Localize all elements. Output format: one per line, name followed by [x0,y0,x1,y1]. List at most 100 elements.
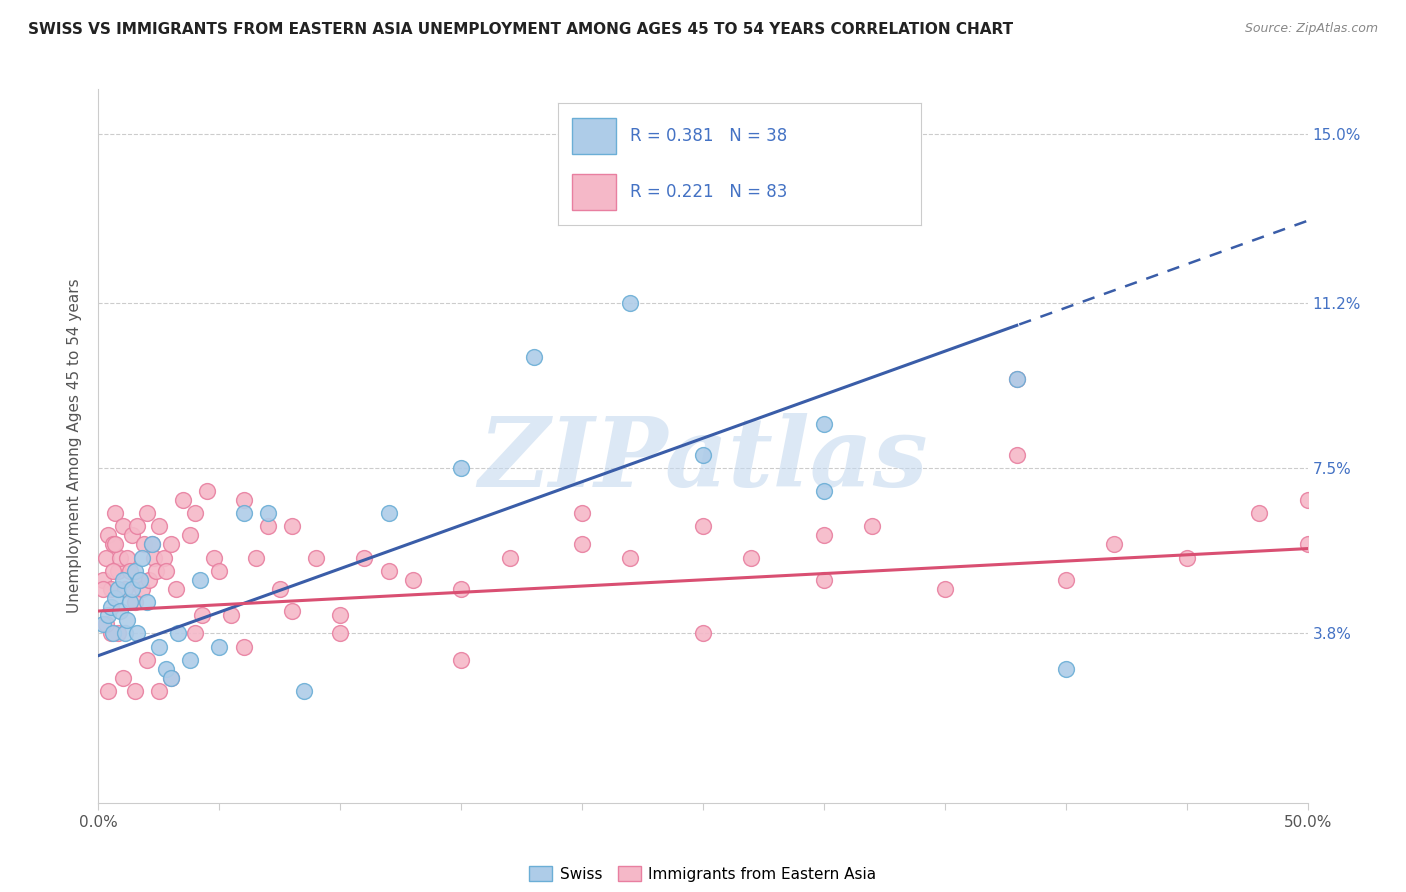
Point [141,537,163,551]
Point [1054,573,1077,587]
Point [111,519,134,533]
Point [256,519,278,533]
Point [191,608,214,623]
Point [353,550,375,565]
Point [138,573,160,587]
Point [131,582,153,596]
Point [450,461,472,475]
Text: SWISS VS IMMIGRANTS FROM EASTERN ASIA UNEMPLOYMENT AMONG AGES 45 TO 54 YEARS COR: SWISS VS IMMIGRANTS FROM EASTERN ASIA UN… [28,22,1014,37]
Point [91,617,114,632]
Point [160,671,183,685]
Point [160,671,183,685]
Point [94,617,117,632]
Text: ZIPatlas: ZIPatlas [478,413,928,508]
Point [107,626,129,640]
Point [155,564,177,578]
Point [188,573,211,587]
Point [195,483,218,498]
Point [121,582,143,596]
Point [813,573,835,587]
Point [148,640,170,654]
Point [148,684,170,698]
Point [97,528,120,542]
Point [160,537,183,551]
Point [281,519,304,533]
Point [221,608,243,623]
Point [232,640,254,654]
Point [94,550,117,565]
Point [124,595,146,609]
Point [101,564,124,578]
Point [269,582,291,596]
Point [860,519,883,533]
Point [114,626,136,640]
Point [692,519,714,533]
Point [184,626,207,640]
Point [377,506,399,520]
Point [208,564,231,578]
Point [1175,550,1198,565]
Point [934,582,956,596]
Point [179,528,201,542]
Point [232,492,254,507]
Point [100,599,122,614]
Point [91,573,114,587]
Point [740,550,762,565]
Point [128,573,150,587]
Point [141,537,163,551]
Point [1102,537,1125,551]
Point [523,350,546,364]
Point [117,613,139,627]
Point [1054,662,1077,676]
Point [1007,448,1029,462]
Point [813,528,835,542]
Point [128,573,150,587]
Point [124,564,146,578]
Point [100,626,122,640]
Point [292,684,315,698]
Point [402,573,425,587]
Point [329,608,352,623]
Point [134,537,156,551]
Point [107,564,129,578]
Point [619,296,641,310]
Text: Source: ZipAtlas.com: Source: ZipAtlas.com [1244,22,1378,36]
Point [114,582,136,596]
Point [100,582,122,596]
Point [111,573,134,587]
Point [1007,372,1029,386]
Point [101,626,124,640]
Point [377,564,399,578]
Point [813,483,835,498]
Point [143,550,166,565]
Point [101,537,124,551]
Point [97,608,120,623]
Point [104,506,127,520]
Point [135,506,157,520]
Point [165,582,187,596]
Point [91,582,114,596]
Point [329,626,352,640]
Point [108,550,131,565]
Point [111,671,134,685]
Point [127,626,149,640]
Point [121,528,143,542]
Point [1296,492,1319,507]
Point [1296,537,1319,551]
Point [118,595,141,609]
Point [498,550,520,565]
Point [571,537,593,551]
Point [204,550,226,565]
Point [145,564,167,578]
Point [1249,506,1271,520]
Point [155,662,177,676]
Point [692,448,714,462]
Point [692,194,714,208]
Point [152,550,174,565]
Point [450,582,472,596]
Point [172,492,194,507]
Legend: Swiss, Immigrants from Eastern Asia: Swiss, Immigrants from Eastern Asia [523,860,883,888]
Point [167,626,190,640]
Point [179,653,201,667]
Point [256,506,278,520]
